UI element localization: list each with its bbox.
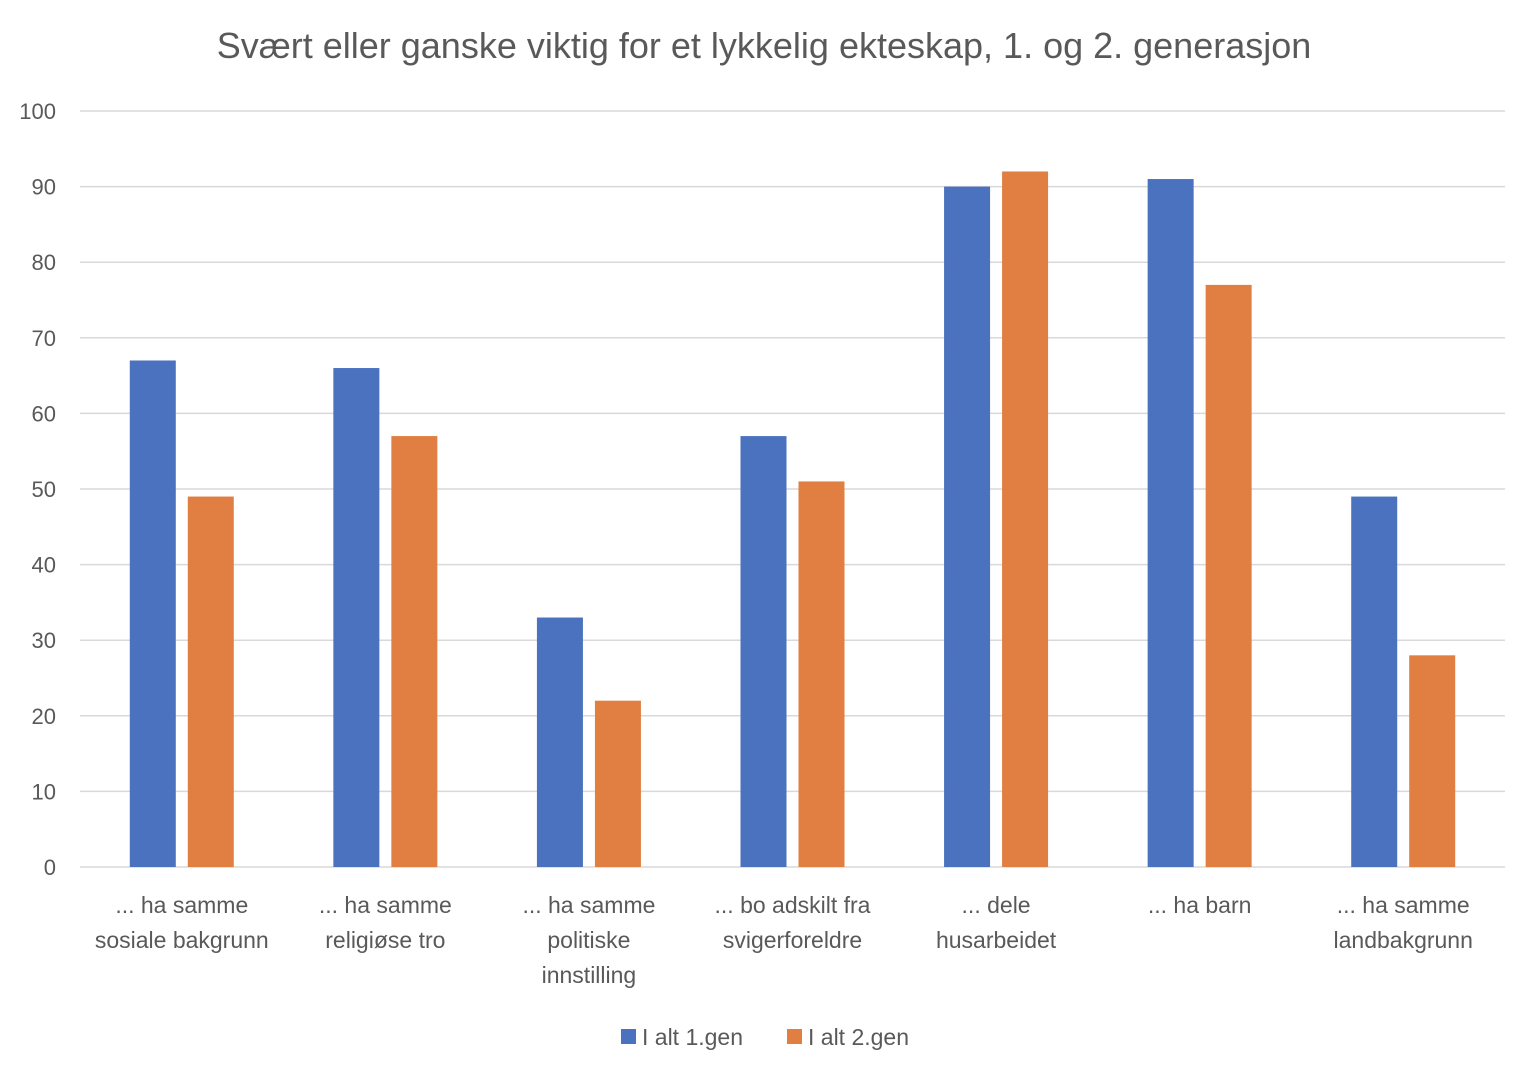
legend-swatch bbox=[787, 1029, 802, 1044]
bar-2-2 bbox=[391, 436, 438, 867]
legend: I alt 1.gen I alt 2.gen bbox=[621, 1024, 909, 1050]
bar-1-1 bbox=[129, 360, 176, 867]
y-tick-label: 10 bbox=[32, 779, 56, 804]
x-tick-label: ... ha samme bbox=[115, 892, 248, 918]
y-tick-label: 100 bbox=[19, 99, 56, 124]
x-tick-label: husarbeidet bbox=[936, 927, 1057, 953]
bars bbox=[129, 171, 1456, 868]
bar-1-2 bbox=[333, 368, 380, 867]
y-axis: 0 10 20 30 40 50 60 70 80 90 100 bbox=[19, 99, 56, 880]
bar-1-6 bbox=[1147, 179, 1194, 868]
bar-1-4 bbox=[740, 436, 787, 867]
x-tick-label: ... ha barn bbox=[1148, 892, 1252, 918]
bar-2-1 bbox=[187, 496, 234, 867]
x-tick-label: landbakgrunn bbox=[1334, 927, 1473, 953]
x-tick-label: ... dele bbox=[962, 892, 1031, 918]
y-tick-label: 40 bbox=[32, 553, 56, 578]
y-tick-label: 30 bbox=[32, 628, 56, 653]
y-tick-label: 0 bbox=[44, 855, 56, 880]
x-tick-label: politiske bbox=[547, 927, 630, 953]
y-tick-label: 70 bbox=[32, 326, 56, 351]
x-axis: ... ha samme sosiale bakgrunn ... ha samme… bbox=[95, 892, 1473, 988]
gridlines bbox=[80, 110, 1505, 868]
x-tick-label: religiøse tro bbox=[325, 927, 445, 953]
y-tick-label: 80 bbox=[32, 250, 56, 275]
legend-label: I alt 1.gen bbox=[642, 1024, 743, 1050]
x-tick-label: ... ha samme bbox=[522, 892, 655, 918]
bar-2-6 bbox=[1205, 284, 1252, 867]
x-tick-label: innstilling bbox=[542, 962, 637, 988]
x-tick-label: sosiale bakgrunn bbox=[95, 927, 269, 953]
bar-2-3 bbox=[594, 700, 641, 867]
y-tick-label: 60 bbox=[32, 401, 56, 426]
y-tick-label: 20 bbox=[32, 704, 56, 729]
x-tick-label: svigerforeldre bbox=[723, 927, 862, 953]
bar-1-5 bbox=[944, 186, 991, 868]
bar-2-4 bbox=[798, 481, 845, 867]
y-tick-label: 50 bbox=[32, 477, 56, 502]
legend-label: I alt 2.gen bbox=[808, 1024, 909, 1050]
y-tick-label: 90 bbox=[32, 175, 56, 200]
x-tick-label: ... ha samme bbox=[319, 892, 452, 918]
legend-swatch bbox=[621, 1029, 636, 1044]
x-tick-label: ... ha samme bbox=[1337, 892, 1470, 918]
bar-1-3 bbox=[536, 617, 583, 867]
x-tick-label: ... bo adskilt fra bbox=[715, 892, 871, 918]
bar-2-7 bbox=[1409, 655, 1456, 867]
chart-title: Svært eller ganske viktig for et lykkeli… bbox=[217, 25, 1312, 66]
bar-1-7 bbox=[1351, 496, 1398, 867]
bar-2-5 bbox=[1002, 171, 1049, 868]
